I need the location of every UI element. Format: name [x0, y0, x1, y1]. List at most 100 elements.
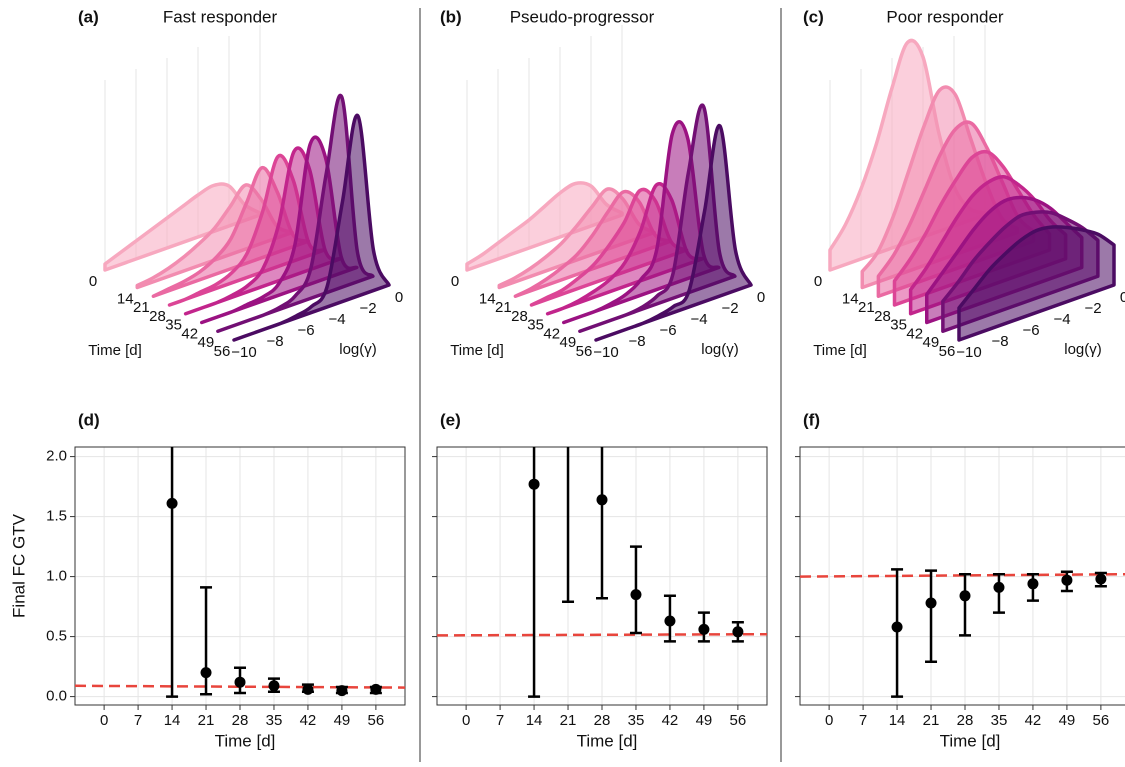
x-tick-label: −10 — [956, 344, 981, 361]
x-tick-label: 21 — [560, 712, 577, 729]
x-tick-label: 42 — [662, 712, 679, 729]
panel-label: (c) — [803, 7, 824, 26]
panel-title: Poor responder — [886, 7, 1004, 26]
y-tick-label: 1.5 — [46, 508, 67, 525]
x-tick-label: −10 — [231, 344, 256, 361]
panel-label: (b) — [440, 7, 462, 26]
x-tick-label: 14 — [889, 712, 906, 729]
time-tick-label: 21 — [133, 299, 150, 316]
x-tick-label: −2 — [359, 300, 376, 317]
x-tick-label: 28 — [957, 712, 974, 729]
error-bar — [166, 447, 179, 698]
density-ridge — [957, 225, 1116, 342]
plot-area — [75, 447, 405, 698]
point — [698, 623, 710, 635]
axis-title: Time [d] — [577, 731, 638, 750]
point — [563, 403, 574, 414]
error-bar — [891, 568, 904, 698]
y-tick-label: 0.0 — [46, 688, 67, 705]
x-tick-label: −4 — [1053, 311, 1070, 328]
x-tick-label: 0 — [395, 289, 403, 306]
x-tick-label: 35 — [991, 712, 1008, 729]
point — [925, 597, 937, 609]
axis-title: Time [d] — [940, 731, 1001, 750]
time-tick-label: 14 — [842, 290, 859, 307]
x-tick-label: 0 — [462, 712, 470, 729]
point — [1027, 578, 1039, 590]
x-tick-label: 21 — [923, 712, 940, 729]
time-tick-label: 14 — [117, 290, 134, 307]
point — [596, 494, 608, 506]
point — [732, 626, 744, 638]
time-tick-label: 21 — [858, 299, 875, 316]
time-tick-label: 21 — [495, 299, 512, 316]
y-tick-label: 0.5 — [46, 628, 67, 645]
time-tick-label: 14 — [479, 290, 496, 307]
plot-frame — [74, 446, 406, 706]
x-tick-label: −6 — [1022, 322, 1039, 339]
time-tick-label: 35 — [890, 317, 907, 334]
time-tick-label: 56 — [214, 343, 231, 360]
x-tick-label: −8 — [266, 333, 283, 350]
x-tick-label: −8 — [991, 333, 1008, 350]
x-tick-label: 42 — [300, 712, 317, 729]
time-tick-label: 28 — [149, 308, 166, 325]
time-tick-label: 42 — [543, 325, 560, 342]
x-tick-label: −8 — [628, 333, 645, 350]
point — [336, 685, 348, 697]
point — [302, 683, 314, 695]
x-tick-label: 0 — [1120, 289, 1125, 306]
time-tick-label: 28 — [874, 308, 891, 325]
time-tick-label: 49 — [198, 334, 215, 351]
axis-title: Final FC GTV — [9, 513, 28, 618]
axis-title: Time [d] — [813, 342, 867, 359]
x-tick-label: 7 — [134, 712, 142, 729]
panel-title: Pseudo-progressor — [510, 7, 655, 26]
x-tick-label: 0 — [757, 289, 765, 306]
time-tick-label: 49 — [923, 334, 940, 351]
density-ridge — [232, 113, 391, 342]
x-tick-label: −6 — [297, 322, 314, 339]
time-tick-label: 0 — [451, 273, 459, 290]
x-tick-label: −4 — [690, 311, 707, 328]
time-tick-label: 42 — [906, 325, 923, 342]
x-tick-label: −10 — [593, 344, 618, 361]
error-bar — [925, 569, 938, 664]
point — [200, 667, 212, 679]
time-tick-label: 56 — [576, 343, 593, 360]
time-tick-label: 35 — [527, 317, 544, 334]
point — [370, 683, 382, 695]
plot-area — [800, 568, 1125, 698]
x-tick-label: 28 — [232, 712, 249, 729]
reference-line — [800, 572, 1125, 578]
x-tick-label: 14 — [526, 712, 543, 729]
panel-label: (a) — [78, 7, 99, 26]
axis-title: Time [d] — [215, 731, 276, 750]
x-tick-label: 7 — [859, 712, 867, 729]
point — [1095, 573, 1107, 585]
point — [891, 621, 903, 633]
x-tick-label: 0 — [825, 712, 833, 729]
x-tick-label: 56 — [730, 712, 747, 729]
time-tick-label: 0 — [814, 273, 822, 290]
x-tick-label: −6 — [659, 322, 676, 339]
x-tick-label: 49 — [1059, 712, 1076, 729]
point — [528, 478, 540, 490]
error-bar — [959, 572, 971, 637]
x-tick-label: 56 — [368, 712, 385, 729]
x-tick-label: 42 — [1025, 712, 1042, 729]
point — [268, 680, 280, 692]
axis-title: Time [d] — [450, 342, 504, 359]
point — [959, 590, 971, 602]
x-tick-label: −2 — [721, 300, 738, 317]
time-tick-label: 42 — [181, 325, 198, 342]
x-tick-label: 35 — [628, 712, 645, 729]
axis-title: Time [d] — [88, 342, 142, 359]
panel-label: (d) — [78, 410, 100, 429]
axis-title: log(γ) — [1064, 341, 1102, 358]
x-tick-label: 28 — [594, 712, 611, 729]
x-tick-label: 0 — [100, 712, 108, 729]
density-ridge — [594, 124, 753, 342]
x-tick-label: 35 — [266, 712, 283, 729]
